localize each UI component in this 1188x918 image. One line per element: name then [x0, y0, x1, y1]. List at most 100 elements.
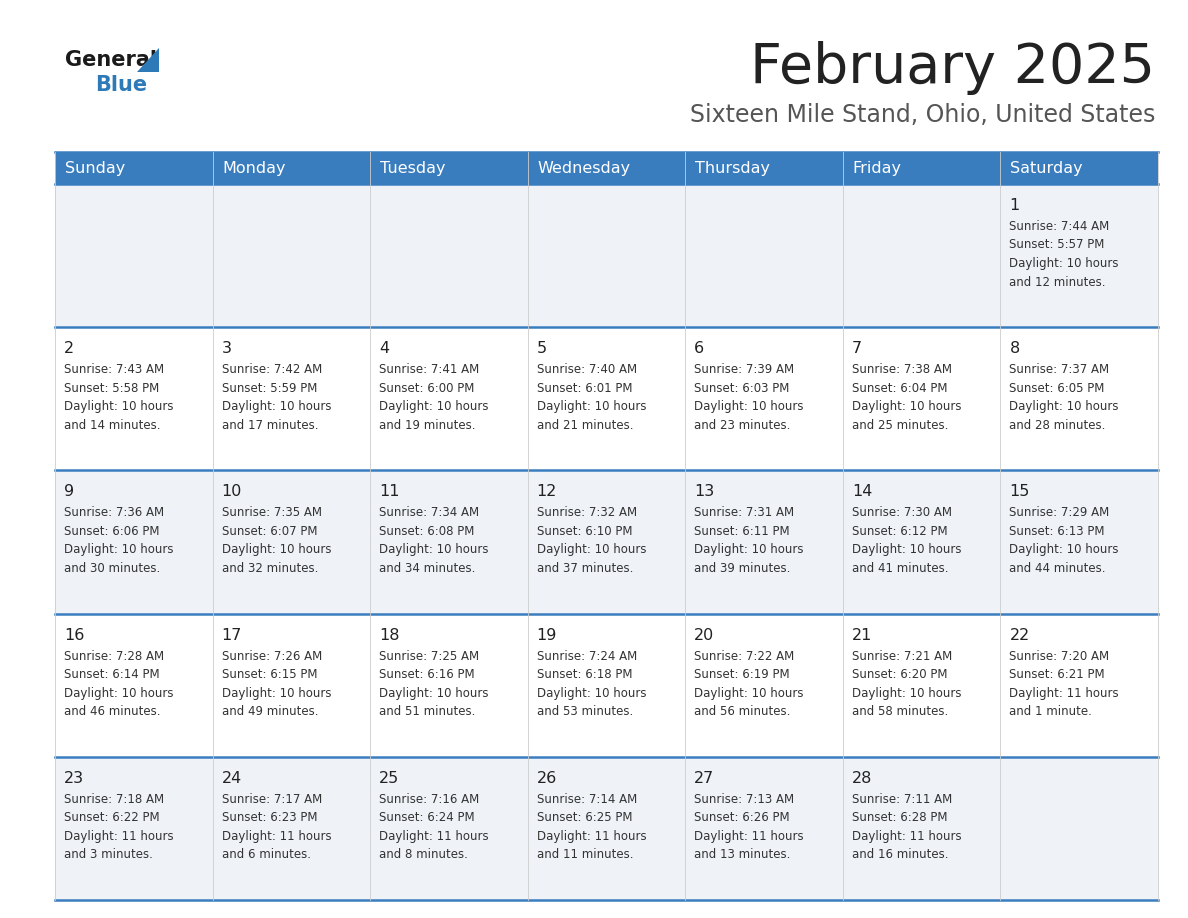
Text: Daylight: 10 hours: Daylight: 10 hours	[222, 687, 331, 700]
Text: Daylight: 10 hours: Daylight: 10 hours	[694, 400, 804, 413]
Text: and 16 minutes.: and 16 minutes.	[852, 848, 948, 861]
Text: Sunset: 6:16 PM: Sunset: 6:16 PM	[379, 668, 475, 681]
Text: Sunrise: 7:21 AM: Sunrise: 7:21 AM	[852, 650, 952, 663]
Text: Sunset: 6:03 PM: Sunset: 6:03 PM	[694, 382, 790, 395]
Text: 2: 2	[64, 341, 74, 356]
Text: Daylight: 11 hours: Daylight: 11 hours	[852, 830, 961, 843]
Text: and 56 minutes.: and 56 minutes.	[694, 705, 791, 718]
Bar	[1000, 152, 1158, 184]
Bar	[55, 613, 1158, 756]
Text: Tuesday: Tuesday	[380, 161, 446, 175]
Text: 18: 18	[379, 628, 399, 643]
Text: Sunrise: 7:16 AM: Sunrise: 7:16 AM	[379, 793, 480, 806]
Text: Sunrise: 7:44 AM: Sunrise: 7:44 AM	[1010, 220, 1110, 233]
Text: 13: 13	[694, 485, 714, 499]
Text: Sunrise: 7:36 AM: Sunrise: 7:36 AM	[64, 507, 164, 520]
Text: 19: 19	[537, 628, 557, 643]
Text: Sunrise: 7:39 AM: Sunrise: 7:39 AM	[694, 364, 795, 376]
Text: Sunset: 6:07 PM: Sunset: 6:07 PM	[222, 525, 317, 538]
Text: Sunset: 5:58 PM: Sunset: 5:58 PM	[64, 382, 159, 395]
Text: Sunset: 6:20 PM: Sunset: 6:20 PM	[852, 668, 947, 681]
Text: Sunrise: 7:31 AM: Sunrise: 7:31 AM	[694, 507, 795, 520]
Text: Daylight: 10 hours: Daylight: 10 hours	[1010, 400, 1119, 413]
Text: Sunset: 6:25 PM: Sunset: 6:25 PM	[537, 812, 632, 824]
Text: Sunset: 6:26 PM: Sunset: 6:26 PM	[694, 812, 790, 824]
Text: Sunset: 6:21 PM: Sunset: 6:21 PM	[1010, 668, 1105, 681]
Text: Sunrise: 7:35 AM: Sunrise: 7:35 AM	[222, 507, 322, 520]
Text: 25: 25	[379, 771, 399, 786]
Text: and 23 minutes.: and 23 minutes.	[694, 419, 791, 431]
Text: Daylight: 11 hours: Daylight: 11 hours	[379, 830, 488, 843]
Text: Sunrise: 7:38 AM: Sunrise: 7:38 AM	[852, 364, 952, 376]
Text: Sunrise: 7:32 AM: Sunrise: 7:32 AM	[537, 507, 637, 520]
Text: and 19 minutes.: and 19 minutes.	[379, 419, 475, 431]
Text: Friday: Friday	[853, 161, 902, 175]
Bar	[55, 327, 1158, 470]
Text: Sunset: 6:23 PM: Sunset: 6:23 PM	[222, 812, 317, 824]
Text: 17: 17	[222, 628, 242, 643]
Polygon shape	[137, 48, 159, 72]
Text: and 53 minutes.: and 53 minutes.	[537, 705, 633, 718]
Bar	[527, 152, 685, 184]
Text: Sunset: 6:24 PM: Sunset: 6:24 PM	[379, 812, 475, 824]
Text: Sunrise: 7:11 AM: Sunrise: 7:11 AM	[852, 793, 952, 806]
Text: Daylight: 11 hours: Daylight: 11 hours	[222, 830, 331, 843]
Text: Sunrise: 7:40 AM: Sunrise: 7:40 AM	[537, 364, 637, 376]
Text: 4: 4	[379, 341, 390, 356]
Bar	[685, 152, 842, 184]
Text: and 8 minutes.: and 8 minutes.	[379, 848, 468, 861]
Text: and 17 minutes.: and 17 minutes.	[222, 419, 318, 431]
Text: Sunrise: 7:26 AM: Sunrise: 7:26 AM	[222, 650, 322, 663]
Text: 28: 28	[852, 771, 872, 786]
Text: Wednesday: Wednesday	[538, 161, 631, 175]
Text: Sunrise: 7:43 AM: Sunrise: 7:43 AM	[64, 364, 164, 376]
Text: 16: 16	[64, 628, 84, 643]
Text: 7: 7	[852, 341, 862, 356]
Text: Sunrise: 7:22 AM: Sunrise: 7:22 AM	[694, 650, 795, 663]
Bar	[55, 152, 213, 184]
Text: and 6 minutes.: and 6 minutes.	[222, 848, 310, 861]
Text: Daylight: 10 hours: Daylight: 10 hours	[852, 543, 961, 556]
Text: and 25 minutes.: and 25 minutes.	[852, 419, 948, 431]
Text: Daylight: 10 hours: Daylight: 10 hours	[379, 543, 488, 556]
Text: Sunset: 6:18 PM: Sunset: 6:18 PM	[537, 668, 632, 681]
Text: Daylight: 11 hours: Daylight: 11 hours	[64, 830, 173, 843]
Text: Sunrise: 7:42 AM: Sunrise: 7:42 AM	[222, 364, 322, 376]
Text: and 58 minutes.: and 58 minutes.	[852, 705, 948, 718]
Text: and 1 minute.: and 1 minute.	[1010, 705, 1092, 718]
Text: 23: 23	[64, 771, 84, 786]
Text: Sunrise: 7:29 AM: Sunrise: 7:29 AM	[1010, 507, 1110, 520]
Text: 8: 8	[1010, 341, 1019, 356]
Text: 5: 5	[537, 341, 546, 356]
Text: and 44 minutes.: and 44 minutes.	[1010, 562, 1106, 575]
Text: Sunset: 6:11 PM: Sunset: 6:11 PM	[694, 525, 790, 538]
Text: Daylight: 10 hours: Daylight: 10 hours	[694, 687, 804, 700]
Bar	[55, 756, 1158, 900]
Bar	[55, 470, 1158, 613]
Text: Sunrise: 7:18 AM: Sunrise: 7:18 AM	[64, 793, 164, 806]
Text: Daylight: 10 hours: Daylight: 10 hours	[537, 687, 646, 700]
Text: Daylight: 10 hours: Daylight: 10 hours	[222, 543, 331, 556]
Text: 11: 11	[379, 485, 399, 499]
Text: and 51 minutes.: and 51 minutes.	[379, 705, 475, 718]
Text: and 49 minutes.: and 49 minutes.	[222, 705, 318, 718]
Text: Sunset: 6:13 PM: Sunset: 6:13 PM	[1010, 525, 1105, 538]
Text: Sunrise: 7:17 AM: Sunrise: 7:17 AM	[222, 793, 322, 806]
Text: Sunset: 6:10 PM: Sunset: 6:10 PM	[537, 525, 632, 538]
Text: 9: 9	[64, 485, 74, 499]
Text: and 12 minutes.: and 12 minutes.	[1010, 275, 1106, 288]
Text: Sunset: 6:19 PM: Sunset: 6:19 PM	[694, 668, 790, 681]
Text: Sunrise: 7:24 AM: Sunrise: 7:24 AM	[537, 650, 637, 663]
Text: 24: 24	[222, 771, 242, 786]
Text: Sixteen Mile Stand, Ohio, United States: Sixteen Mile Stand, Ohio, United States	[689, 103, 1155, 127]
Text: 10: 10	[222, 485, 242, 499]
Text: Daylight: 10 hours: Daylight: 10 hours	[537, 543, 646, 556]
Text: Daylight: 10 hours: Daylight: 10 hours	[1010, 257, 1119, 270]
Text: 6: 6	[694, 341, 704, 356]
Text: 3: 3	[222, 341, 232, 356]
Text: Daylight: 11 hours: Daylight: 11 hours	[537, 830, 646, 843]
Text: Sunset: 6:04 PM: Sunset: 6:04 PM	[852, 382, 947, 395]
Text: Blue: Blue	[95, 75, 147, 95]
Text: Daylight: 11 hours: Daylight: 11 hours	[694, 830, 804, 843]
Text: 14: 14	[852, 485, 872, 499]
